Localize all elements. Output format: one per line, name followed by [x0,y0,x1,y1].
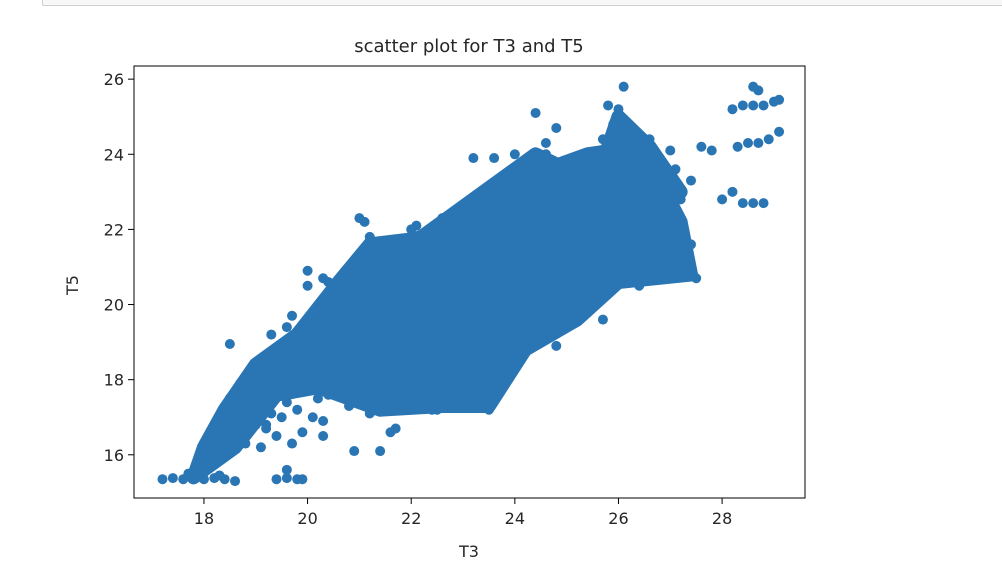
point-density-region [580,109,688,252]
scatter-point [167,473,178,484]
scatter-point [297,427,308,438]
scatter-point [349,446,360,457]
scatter-point [727,186,738,197]
scatter-point [758,198,769,209]
scatter-point [774,94,785,105]
scatter-point [717,194,728,205]
x-tick-label: 18 [194,509,214,528]
scatter-point [758,100,769,111]
scatter-point [375,446,386,457]
y-tick-label: 26 [104,70,124,89]
y-axis: 16 18 20 22 24 26 [104,70,134,465]
scatter-point [266,329,277,340]
scatter-point [214,470,225,481]
scatter-point [271,474,282,485]
scatter-point [302,265,313,276]
scatter-point [753,85,764,96]
scatter-point [551,122,562,133]
scatter-point [230,476,241,487]
scatter-point [743,138,754,149]
y-tick-label: 24 [104,145,124,164]
scatter-point [224,338,235,349]
x-tick-label: 20 [297,509,317,528]
scatter-point [276,412,287,423]
scatter-point [354,213,365,224]
scatter-point [281,473,292,484]
scatter-point [411,220,422,231]
scatter-point [318,431,329,442]
y-tick-label: 22 [104,220,124,239]
y-tick-label: 16 [104,446,124,465]
scatter-point [748,198,759,209]
density-layer [186,109,699,485]
scatter-point [385,427,396,438]
plot-frame [133,65,806,499]
scatter-point [763,134,774,145]
scatter-point [287,310,298,321]
scatter-point [597,314,608,325]
scatter-point [318,415,329,426]
y-tick-label: 20 [104,296,124,315]
scatter-point [489,153,500,164]
scatter-point [281,322,292,333]
scatter-point [737,100,748,111]
x-tick-label: 22 [401,509,421,528]
notebook-input-cell[interactable] [42,0,1002,6]
scatter-point [748,100,759,111]
y-tick-label: 18 [104,371,124,390]
scatter-point [255,442,266,453]
scatter-point [732,141,743,152]
scatter-point [686,175,697,186]
x-tick-label: 24 [505,509,525,528]
scatter-point [737,198,748,209]
scatter-point [468,153,479,164]
scatter-point [261,423,272,434]
scatter-point [603,100,614,111]
scatter-point [551,340,562,351]
x-tick-label: 28 [712,509,732,528]
scatter-point [753,138,764,149]
scatter-point [540,138,551,149]
scatter-point [509,149,520,160]
x-axis: 18 20 22 24 26 28 [194,498,732,528]
scatter-point [302,280,313,291]
scatter-point [287,438,298,449]
scatter-point [312,393,323,404]
scatter-point [665,145,676,156]
scatter-point [157,474,168,485]
scatter-point [530,107,541,118]
scatter-point [727,104,738,115]
scatter-point [271,431,282,442]
point-density-region [342,147,574,312]
scatter-point [774,126,785,137]
scatter-point [318,273,329,284]
scatter-point [618,81,629,92]
scatter-point [292,404,303,415]
scatter-point [706,145,717,156]
y-axis-label: T5 [63,275,82,296]
x-axis-label: T3 [458,542,479,561]
scatter-point [307,412,318,423]
scatter-point [281,464,292,475]
x-tick-label: 26 [608,509,628,528]
chart-title: scatter plot for T3 and T5 [354,36,584,57]
scatter-point [696,141,707,152]
scatter-point [297,474,308,485]
